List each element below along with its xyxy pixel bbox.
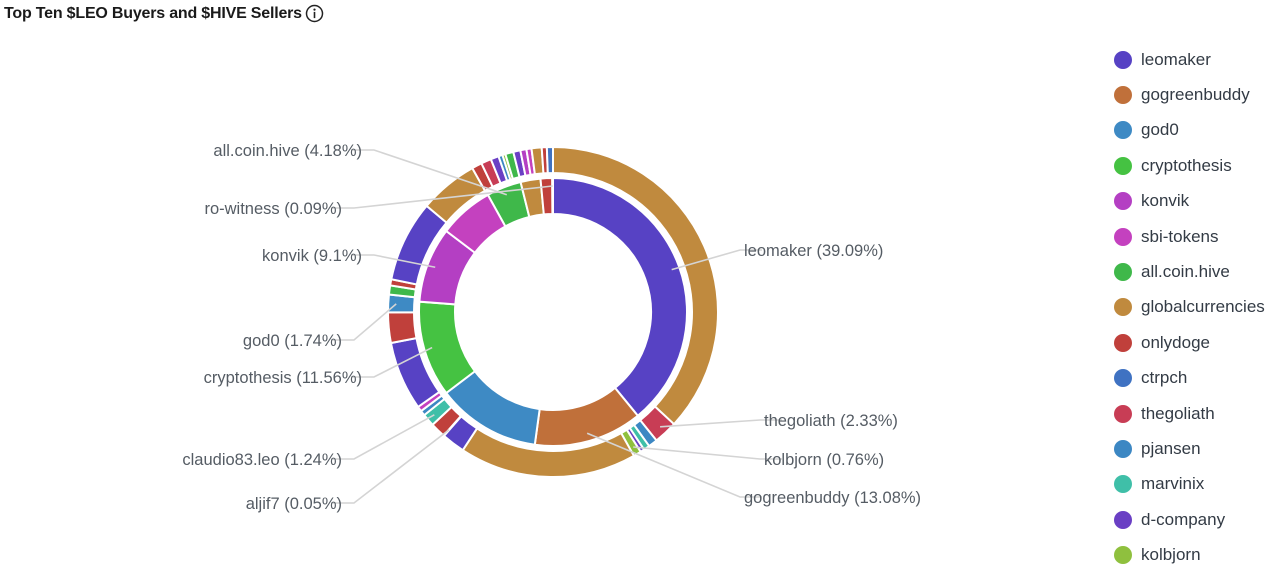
legend-item-kolbjorn[interactable]: kolbjorn <box>1114 537 1265 572</box>
inner-ring <box>418 176 688 447</box>
legend-label: thegoliath <box>1141 403 1215 423</box>
callout-line-thegoliath-2-33 <box>660 419 782 428</box>
callout-line-god0-1-74 <box>332 303 397 341</box>
legend-swatch <box>1114 50 1132 69</box>
legend-swatch <box>1114 546 1132 565</box>
legend-swatch <box>1114 227 1132 246</box>
callout-line-claudio83-leo-1-24 <box>332 414 435 460</box>
legend-label: onlydoge <box>1141 332 1211 352</box>
legend-label: konvik <box>1141 191 1190 211</box>
callout-label-thegoliath-2-33: thegoliath (2.33%) <box>764 412 898 430</box>
callout-line-leomaker-39-09 <box>671 249 762 271</box>
legend-swatch <box>1114 333 1132 352</box>
callout-label-cryptothesis-11-56: cryptothesis (11.56%) <box>204 369 362 387</box>
legend-label: kolbjorn <box>1141 545 1201 565</box>
callout-label-gogreenbuddy-13-08: gogreenbuddy (13.08%) <box>744 489 921 507</box>
legend-item-leomaker[interactable]: leomaker <box>1114 42 1265 77</box>
chart-title-bar: Top Ten $LEO Buyers and $HIVE Sellers <box>4 4 324 23</box>
legend-item-marvinix[interactable]: marvinix <box>1114 467 1265 502</box>
legend-label: sbi-tokens <box>1141 226 1219 246</box>
legend-label: ctrpch <box>1141 368 1188 388</box>
legend-swatch <box>1114 510 1132 529</box>
legend-label: d-company <box>1141 509 1226 529</box>
legend-label: god0 <box>1141 120 1179 140</box>
legend-swatch <box>1114 263 1132 282</box>
legend-swatch <box>1114 192 1132 211</box>
callout-label-konvik-9-1: konvik (9.1%) <box>262 247 362 265</box>
inner-slice-leomaker[interactable] <box>552 176 688 418</box>
callout-label-god0-1-74: god0 (1.74%) <box>243 332 342 350</box>
legend-swatch <box>1114 86 1132 105</box>
legend-item-globalcurrencies[interactable]: globalcurrencies <box>1114 290 1265 325</box>
legend-label: gogreenbuddy <box>1141 85 1250 105</box>
sunburst-chart: all.coin.hive (4.18%) ro-witness (0.09%) k… <box>182 142 921 513</box>
callout-label-claudio83-leo-1-24: claudio83.leo (1.24%) <box>182 451 342 469</box>
legend-label: all.coin.hive <box>1141 262 1230 282</box>
legend-item-konvik[interactable]: konvik <box>1114 184 1265 219</box>
callout-line-ro-witness-0-09 <box>332 185 553 209</box>
legend-item-sbi-tokens[interactable]: sbi-tokens <box>1114 219 1265 254</box>
legend-swatch <box>1114 439 1132 458</box>
callout-label-kolbjorn-0-76: kolbjorn (0.76%) <box>764 451 884 469</box>
legend-swatch <box>1114 404 1132 423</box>
legend-item-pjansen[interactable]: pjansen <box>1114 431 1265 466</box>
legend-label: cryptothesis <box>1141 155 1232 175</box>
legend-swatch <box>1114 156 1132 175</box>
legend-label: leomaker <box>1141 49 1211 69</box>
callout-line-gogreenbuddy-13-08 <box>586 432 762 498</box>
legend-item-cryptothesis[interactable]: cryptothesis <box>1114 148 1265 183</box>
legend-swatch <box>1114 121 1132 140</box>
callout-line-kolbjorn-0-76 <box>633 446 782 460</box>
legend-item-all-coin-hive[interactable]: all.coin.hive <box>1114 254 1265 289</box>
callout-line-all-coin-hive-4-18 <box>352 149 508 196</box>
callout-label-ro-witness-0-09: ro-witness (0.09%) <box>204 200 342 218</box>
callout-line-konvik-9-1 <box>352 254 436 269</box>
legend-swatch <box>1114 298 1132 317</box>
legend-item-d-company[interactable]: d-company <box>1114 502 1265 537</box>
legend-label: globalcurrencies <box>1141 297 1265 317</box>
legend-item-thegoliath[interactable]: thegoliath <box>1114 396 1265 431</box>
callout-line-aljif7-0-05 <box>332 429 450 504</box>
info-icon[interactable] <box>305 4 324 23</box>
legend-item-gogreenbuddy[interactable]: gogreenbuddy <box>1114 77 1265 112</box>
legend: leomaker gogreenbuddy god0 cryptothesis konv… <box>1114 42 1265 573</box>
legend-item-ctrpch[interactable]: ctrpch <box>1114 361 1265 396</box>
legend-swatch <box>1114 369 1132 388</box>
outer-slice-onlydoge[interactable] <box>386 311 418 345</box>
legend-label: pjansen <box>1141 438 1201 458</box>
legend-item-onlydoge[interactable]: onlydoge <box>1114 325 1265 360</box>
outer-slice-ctrpch[interactable] <box>545 145 554 175</box>
legend-swatch <box>1114 475 1132 494</box>
inner-slice-ctrpch[interactable] <box>551 176 554 216</box>
callout-line-cryptothesis-11-56 <box>352 346 433 378</box>
legend-item-god0[interactable]: god0 <box>1114 113 1265 148</box>
callout-labels: all.coin.hive (4.18%) ro-witness (0.09%) k… <box>182 142 921 513</box>
callout-label-all-coin-hive-4-18: all.coin.hive (4.18%) <box>213 142 362 160</box>
chart-title: Top Ten $LEO Buyers and $HIVE Sellers <box>4 4 302 22</box>
callout-label-leomaker-39-09: leomaker (39.09%) <box>744 242 883 260</box>
legend-label: marvinix <box>1141 474 1205 494</box>
callout-label-aljif7-0-05: aljif7 (0.05%) <box>246 495 342 513</box>
